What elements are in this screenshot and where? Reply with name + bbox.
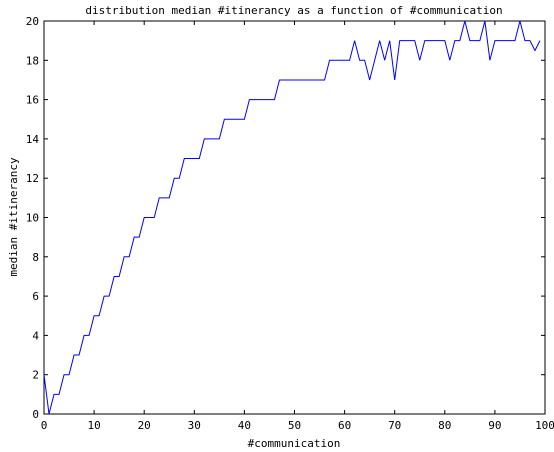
y-tick-label: 18 <box>26 54 39 67</box>
x-tick-label: 40 <box>238 419 251 432</box>
series-line-0 <box>43 20 541 415</box>
chart-title: distribution median #itinerancy as a fun… <box>85 4 502 17</box>
y-tick-label: 20 <box>26 15 39 28</box>
x-tick-label: 60 <box>338 419 351 432</box>
y-tick-label: 12 <box>26 172 39 185</box>
y-tick-label: 10 <box>26 212 39 225</box>
x-tick-label: 80 <box>438 419 451 432</box>
x-tick-label: 0 <box>41 419 48 432</box>
y-tick-label: 16 <box>26 94 39 107</box>
x-tick-label: 100 <box>535 419 554 432</box>
x-tick-label: 70 <box>388 419 401 432</box>
y-tick-label: 2 <box>32 369 39 382</box>
axis-ticks: 0 10 20 30 40 50 60 70 80 90 100 0 2 4 6 8 10 12 14 16 18 20 <box>26 15 554 432</box>
x-tick-label: 10 <box>87 419 100 432</box>
x-axis-label: #communication <box>248 437 341 450</box>
y-tick-label: 8 <box>32 251 39 264</box>
y-tick-label: 0 <box>32 408 39 421</box>
x-tick-label: 50 <box>288 419 301 432</box>
plot-frame <box>43 20 546 415</box>
y-tick-label: 4 <box>32 329 39 342</box>
y-tick-label: 6 <box>32 290 39 303</box>
x-tick-label: 90 <box>488 419 501 432</box>
x-tick-label: 20 <box>138 419 151 432</box>
y-tick-label: 14 <box>26 133 40 146</box>
x-tick-label: 30 <box>188 419 201 432</box>
series-layer <box>43 20 541 415</box>
y-axis-label: median #itinerancy <box>7 157 20 277</box>
